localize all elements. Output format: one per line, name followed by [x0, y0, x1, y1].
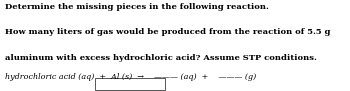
Text: hydrochloric acid (aq)  +  Al (s)  →    ——— (aq)  +    ——— (g): hydrochloric acid (aq) + Al (s) → ——— (a… [5, 73, 257, 81]
Text: Determine the missing pieces in the following reaction.: Determine the missing pieces in the foll… [5, 3, 269, 11]
Text: aluminum with excess hydrochloric acid? Assume STP conditions.: aluminum with excess hydrochloric acid? … [5, 54, 317, 62]
Text: How many liters of gas would be produced from the reaction of 5.5 g: How many liters of gas would be produced… [5, 28, 331, 36]
FancyBboxPatch shape [94, 78, 164, 90]
